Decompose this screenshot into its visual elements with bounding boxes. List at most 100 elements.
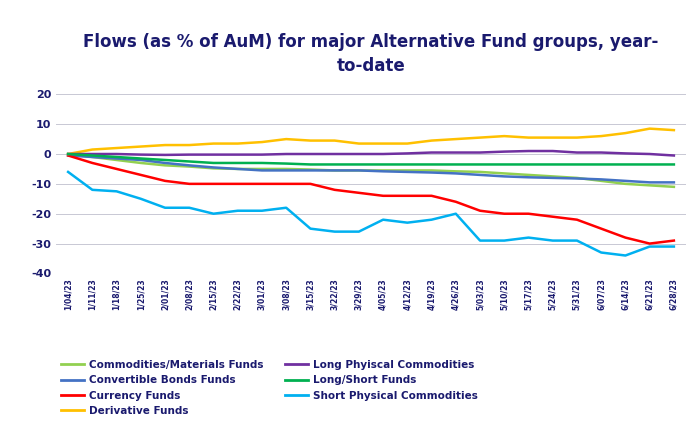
Short Physical Commodities xyxy=(355,229,363,234)
Short Physical Commodities xyxy=(136,196,145,202)
Currency Funds xyxy=(379,193,387,198)
Long Phyiscal Commodities xyxy=(209,152,218,157)
Short Physical Commodities xyxy=(452,211,460,217)
Commodities/Materials Funds xyxy=(573,175,581,180)
Short Physical Commodities xyxy=(306,226,314,231)
Currency Funds xyxy=(209,181,218,187)
Derivative Funds xyxy=(549,135,557,140)
Long Phyiscal Commodities xyxy=(64,151,72,157)
Long/Short Funds xyxy=(113,154,121,160)
Long/Short Funds xyxy=(549,162,557,167)
Commodities/Materials Funds xyxy=(428,168,436,173)
Short Physical Commodities xyxy=(500,238,508,243)
Derivative Funds xyxy=(476,135,484,140)
Line: Short Physical Commodities: Short Physical Commodities xyxy=(68,172,674,255)
Long Phyiscal Commodities xyxy=(330,151,339,157)
Convertible Bonds Funds xyxy=(621,178,629,183)
Commodities/Materials Funds xyxy=(524,172,533,178)
Derivative Funds xyxy=(64,151,72,157)
Long/Short Funds xyxy=(524,162,533,167)
Derivative Funds xyxy=(88,147,97,152)
Long Phyiscal Commodities xyxy=(403,151,412,156)
Short Physical Commodities xyxy=(597,250,606,255)
Currency Funds xyxy=(670,238,678,243)
Derivative Funds xyxy=(161,142,169,148)
Convertible Bonds Funds xyxy=(670,180,678,185)
Long/Short Funds xyxy=(403,162,412,167)
Convertible Bonds Funds xyxy=(306,168,314,173)
Short Physical Commodities xyxy=(161,205,169,210)
Currency Funds xyxy=(621,235,629,240)
Commodities/Materials Funds xyxy=(258,166,266,172)
Long Phyiscal Commodities xyxy=(258,152,266,157)
Long/Short Funds xyxy=(136,156,145,161)
Currency Funds xyxy=(330,187,339,192)
Derivative Funds xyxy=(500,134,508,139)
Long Phyiscal Commodities xyxy=(88,151,97,157)
Currency Funds xyxy=(524,211,533,217)
Currency Funds xyxy=(452,199,460,205)
Currency Funds xyxy=(306,181,314,187)
Convertible Bonds Funds xyxy=(379,168,387,174)
Long Phyiscal Commodities xyxy=(476,150,484,155)
Long/Short Funds xyxy=(452,162,460,167)
Derivative Funds xyxy=(185,142,193,148)
Short Physical Commodities xyxy=(549,238,557,243)
Long Phyiscal Commodities xyxy=(113,151,121,157)
Convertible Bonds Funds xyxy=(549,175,557,180)
Long/Short Funds xyxy=(500,162,508,167)
Commodities/Materials Funds xyxy=(64,151,72,157)
Commodities/Materials Funds xyxy=(113,157,121,163)
Long Phyiscal Commodities xyxy=(161,152,169,157)
Derivative Funds xyxy=(330,138,339,143)
Long/Short Funds xyxy=(258,161,266,166)
Convertible Bonds Funds xyxy=(136,157,145,163)
Short Physical Commodities xyxy=(330,229,339,234)
Short Physical Commodities xyxy=(88,187,97,192)
Derivative Funds xyxy=(621,131,629,136)
Convertible Bonds Funds xyxy=(452,171,460,176)
Long/Short Funds xyxy=(621,162,629,167)
Currency Funds xyxy=(500,211,508,217)
Convertible Bonds Funds xyxy=(185,163,193,168)
Derivative Funds xyxy=(379,141,387,146)
Short Physical Commodities xyxy=(234,208,242,213)
Long/Short Funds xyxy=(355,162,363,167)
Long Phyiscal Commodities xyxy=(670,153,678,158)
Short Physical Commodities xyxy=(209,211,218,217)
Convertible Bonds Funds xyxy=(573,176,581,181)
Long/Short Funds xyxy=(670,162,678,167)
Short Physical Commodities xyxy=(64,169,72,175)
Long Phyiscal Commodities xyxy=(524,148,533,153)
Derivative Funds xyxy=(136,144,145,149)
Commodities/Materials Funds xyxy=(185,164,193,169)
Long/Short Funds xyxy=(379,162,387,167)
Commodities/Materials Funds xyxy=(209,166,218,171)
Currency Funds xyxy=(234,181,242,187)
Long Phyiscal Commodities xyxy=(452,150,460,155)
Long Phyiscal Commodities xyxy=(500,149,508,154)
Currency Funds xyxy=(282,181,290,187)
Commodities/Materials Funds xyxy=(136,161,145,166)
Long/Short Funds xyxy=(428,162,436,167)
Long/Short Funds xyxy=(234,161,242,166)
Long/Short Funds xyxy=(306,162,314,167)
Convertible Bonds Funds xyxy=(258,168,266,173)
Convertible Bonds Funds xyxy=(428,170,436,175)
Long Phyiscal Commodities xyxy=(379,151,387,157)
Convertible Bonds Funds xyxy=(113,156,121,161)
Currency Funds xyxy=(64,153,72,158)
Derivative Funds xyxy=(113,146,121,151)
Commodities/Materials Funds xyxy=(234,166,242,172)
Convertible Bonds Funds xyxy=(330,168,339,173)
Convertible Bonds Funds xyxy=(209,165,218,170)
Commodities/Materials Funds xyxy=(306,167,314,172)
Long/Short Funds xyxy=(282,161,290,166)
Convertible Bonds Funds xyxy=(355,168,363,173)
Line: Long/Short Funds: Long/Short Funds xyxy=(68,154,674,164)
Commodities/Materials Funds xyxy=(88,154,97,160)
Short Physical Commodities xyxy=(258,208,266,213)
Commodities/Materials Funds xyxy=(500,171,508,176)
Long/Short Funds xyxy=(597,162,606,167)
Currency Funds xyxy=(88,161,97,166)
